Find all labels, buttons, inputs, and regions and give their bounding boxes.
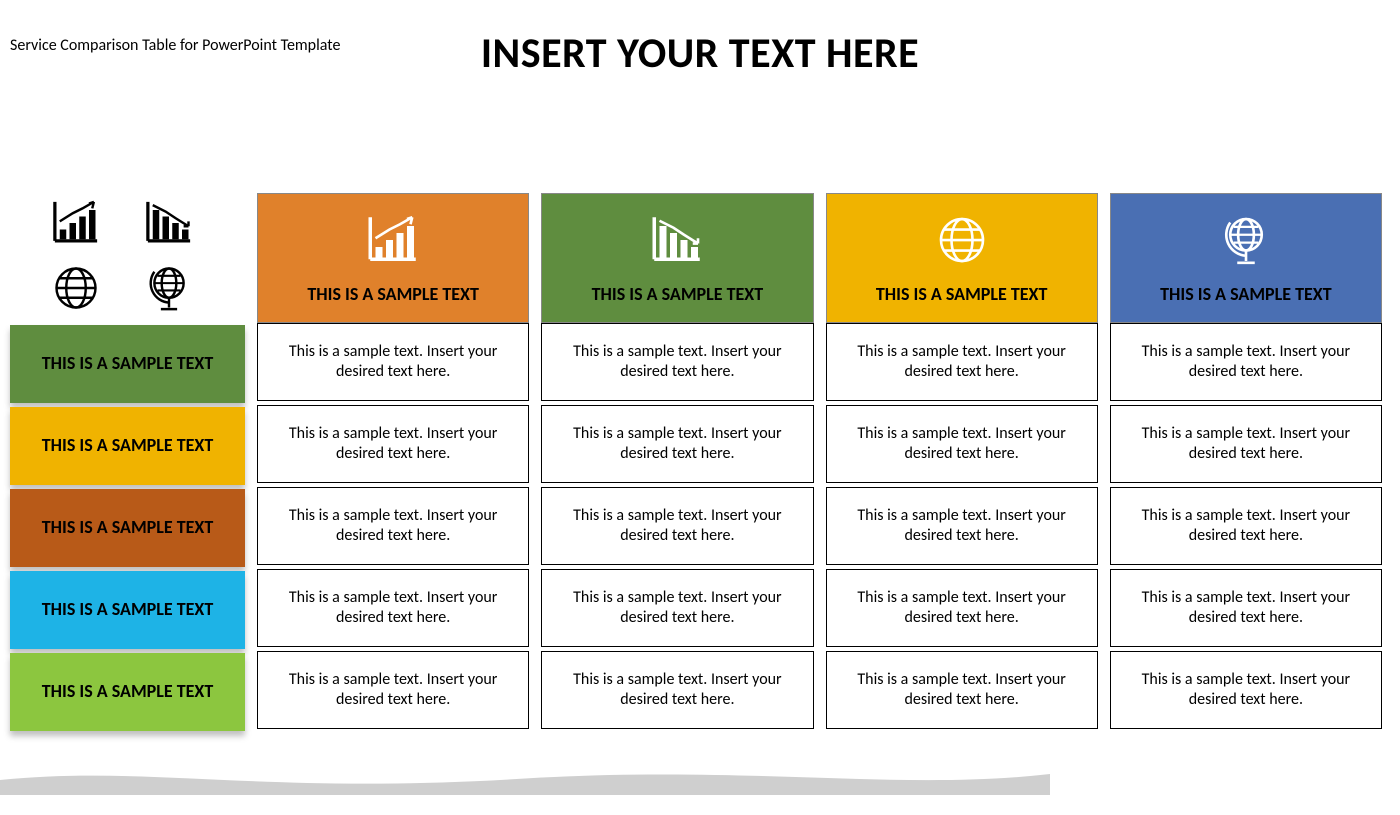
cell-r2-c4: This is a sample text. Insert your desir… xyxy=(1110,405,1382,483)
cell-r2-c1: This is a sample text. Insert your desir… xyxy=(257,405,529,483)
bar-up-icon xyxy=(50,197,102,254)
globe-stand-icon xyxy=(143,262,195,319)
cell-r3-c2: This is a sample text. Insert your desir… xyxy=(541,487,813,565)
cell-r3-c3: This is a sample text. Insert your desir… xyxy=(826,487,1098,565)
cell-r1-c4: This is a sample text. Insert your desir… xyxy=(1110,323,1382,401)
bar-down-icon xyxy=(649,212,705,273)
column-header-4: THIS IS A SAMPLE TEXT xyxy=(1110,193,1382,323)
cell-r1-c1: This is a sample text. Insert your desir… xyxy=(257,323,529,401)
row-label-4: THIS IS A SAMPLE TEXT xyxy=(10,571,245,649)
decorative-wave xyxy=(0,765,1050,795)
cell-r2-c2: This is a sample text. Insert your desir… xyxy=(541,405,813,483)
row-label-3: THIS IS A SAMPLE TEXT xyxy=(10,489,245,567)
cell-r4-c2: This is a sample text. Insert your desir… xyxy=(541,569,813,647)
column-header-title: THIS IS A SAMPLE TEXT xyxy=(586,283,769,305)
bar-up-icon xyxy=(365,212,421,273)
template-name-label: Service Comparison Table for PowerPoint … xyxy=(10,36,340,55)
cell-r1-c2: This is a sample text. Insert your desir… xyxy=(541,323,813,401)
cell-r4-c3: This is a sample text. Insert your desir… xyxy=(826,569,1098,647)
column-header-title: THIS IS A SAMPLE TEXT xyxy=(1154,283,1337,305)
globe-icon xyxy=(934,212,990,273)
cell-r2-c3: This is a sample text. Insert your desir… xyxy=(826,405,1098,483)
column-header-title: THIS IS A SAMPLE TEXT xyxy=(301,283,484,305)
row-label-1: THIS IS A SAMPLE TEXT xyxy=(10,325,245,403)
comparison-grid: THIS IS A SAMPLE TEXTTHIS IS A SAMPLE TE… xyxy=(10,193,1382,733)
cell-r4-c4: This is a sample text. Insert your desir… xyxy=(1110,569,1382,647)
column-header-1: THIS IS A SAMPLE TEXT xyxy=(257,193,529,323)
globe-icon xyxy=(50,262,102,319)
cell-r3-c1: This is a sample text. Insert your desir… xyxy=(257,487,529,565)
column-header-3: THIS IS A SAMPLE TEXT xyxy=(826,193,1098,323)
cell-r4-c1: This is a sample text. Insert your desir… xyxy=(257,569,529,647)
row-label-2: THIS IS A SAMPLE TEXT xyxy=(10,407,245,485)
bar-down-icon xyxy=(143,197,195,254)
cell-r5-c3: This is a sample text. Insert your desir… xyxy=(826,651,1098,729)
cell-r3-c4: This is a sample text. Insert your desir… xyxy=(1110,487,1382,565)
cell-r5-c2: This is a sample text. Insert your desir… xyxy=(541,651,813,729)
globe-stand-icon xyxy=(1218,212,1274,273)
row-label-5: THIS IS A SAMPLE TEXT xyxy=(10,653,245,731)
column-header-2: THIS IS A SAMPLE TEXT xyxy=(541,193,813,323)
icon-cluster xyxy=(10,193,245,323)
column-header-title: THIS IS A SAMPLE TEXT xyxy=(870,283,1053,305)
cell-r5-c4: This is a sample text. Insert your desir… xyxy=(1110,651,1382,729)
cell-r5-c1: This is a sample text. Insert your desir… xyxy=(257,651,529,729)
cell-r1-c3: This is a sample text. Insert your desir… xyxy=(826,323,1098,401)
